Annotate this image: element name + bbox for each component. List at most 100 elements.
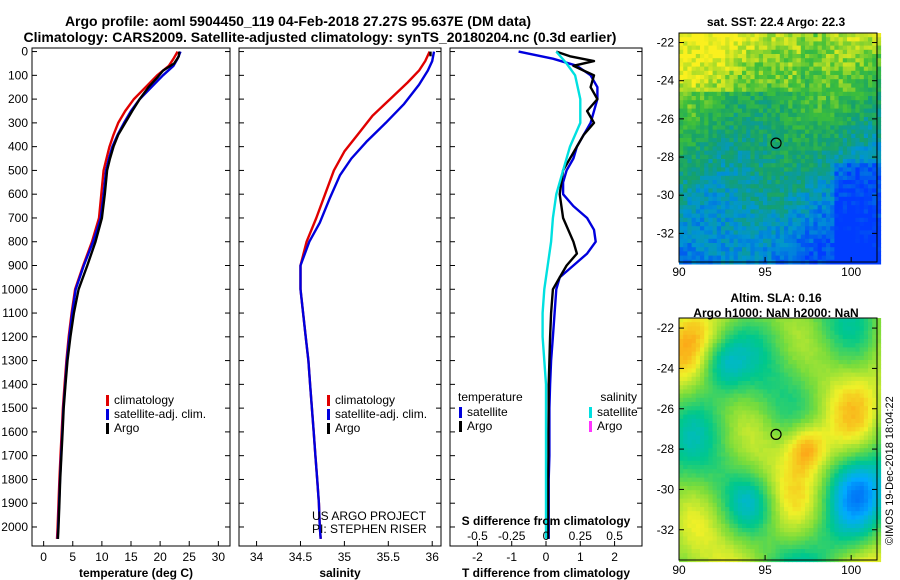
map-sla-pixel: [737, 393, 743, 399]
map-sla-pixel: [746, 397, 751, 403]
map-sla-pixel: [771, 347, 777, 353]
map-sst-pixel: [725, 83, 730, 89]
map-sla-pixel: [763, 347, 768, 353]
map-sla-pixel: [872, 490, 877, 495]
map-sst-pixel: [708, 117, 714, 122]
map-sla-pixel: [847, 423, 852, 428]
map-sla-pixel: [775, 339, 781, 344]
map-sst-pixel: [788, 96, 793, 101]
map-sla-pixel: [784, 410, 789, 416]
map-sla-pixel: [830, 318, 835, 323]
map-sst-pixel: [876, 247, 882, 252]
map-sla-pixel: [830, 381, 835, 386]
map-sst-pixel: [796, 87, 802, 93]
map-sst-pixel: [821, 33, 827, 38]
map-sst-pixel: [729, 62, 735, 68]
map-sst-pixel: [712, 37, 718, 42]
map-sst-pixel: [784, 209, 789, 215]
map-sla-pixel: [800, 389, 806, 395]
map-sla-pixel: [746, 406, 751, 411]
map-sla-pixel: [859, 423, 865, 428]
map-sla-pixel: [821, 452, 827, 458]
map-sst-pixel: [729, 184, 735, 189]
map-sst-pixel: [809, 41, 814, 47]
map-sst-pixel: [796, 243, 802, 248]
map-sst-pixel: [800, 222, 806, 227]
map-sst-pixel: [721, 45, 726, 51]
map-sla-pixel: [868, 343, 873, 348]
map-sst-pixel: [872, 222, 877, 227]
map-sla-pixel: [826, 322, 831, 327]
map-sst-pixel: [708, 175, 714, 181]
map-sla-pixel: [800, 322, 806, 327]
map-sst-pixel: [771, 196, 777, 202]
map-sst-pixel: [779, 142, 785, 147]
map-sla-pixel: [826, 494, 831, 500]
map-sla-pixel: [779, 473, 785, 479]
map-sst-pixel: [872, 150, 877, 156]
map-sst-pixel: [834, 180, 840, 185]
map-sla-pixel: [788, 481, 793, 487]
map-sst-pixel: [842, 142, 848, 147]
map-sst-pixel: [817, 138, 823, 143]
map-sst-pixel: [872, 251, 877, 257]
map-sst-pixel: [708, 45, 714, 51]
map-sla-pixel: [830, 393, 835, 399]
map-sla-pixel: [771, 393, 777, 399]
map-sla-pixel: [708, 452, 714, 458]
map-sst-pixel: [683, 230, 688, 236]
map-sla-pixel: [796, 423, 802, 428]
map-sst-pixel: [779, 125, 785, 131]
map-sla-pixel: [847, 418, 852, 424]
map-sst-pixel: [767, 167, 772, 173]
map-sla-pixel: [708, 326, 714, 332]
map-sla-pixel: [847, 414, 852, 420]
map-sla-pixel: [746, 477, 751, 483]
map-sst-pixel: [788, 159, 793, 164]
map-sla-pixel: [767, 490, 772, 495]
map-sst-pixel: [754, 184, 760, 189]
map-sla-pixel: [805, 397, 810, 403]
map-sla-pixel: [792, 351, 798, 357]
map-sst-pixel: [779, 79, 785, 84]
map-sst-pixel: [842, 91, 848, 97]
map-sst-pixel: [859, 83, 865, 89]
map-sst-pixel: [695, 180, 701, 185]
map-sla-pixel: [847, 334, 852, 340]
map-sst-pixel: [817, 117, 823, 122]
map-sst-pixel: [863, 125, 869, 131]
map-sst-pixel: [733, 70, 739, 76]
map-sst-pixel: [683, 146, 688, 152]
map-sla-pixel: [868, 465, 873, 470]
map-sla-pixel: [872, 410, 877, 416]
map-sst-pixel: [788, 108, 793, 114]
map-sla-pixel: [838, 481, 844, 487]
map-sst-pixel: [750, 251, 756, 257]
map-sla-pixel: [805, 360, 810, 365]
map-sst-pixel: [771, 75, 777, 80]
map-sla-pixel: [788, 406, 793, 411]
salinity-legend-swatch: [327, 395, 330, 406]
map-sla-pixel: [708, 368, 714, 374]
map-sst-pixel: [683, 100, 688, 105]
map-sla-pixel: [767, 406, 772, 411]
map-sst-pixel: [704, 96, 709, 101]
map-sla-pixel: [763, 326, 768, 332]
map-sla-pixel: [725, 494, 730, 500]
map-sst-pixel: [712, 226, 718, 231]
map-sst-pixel: [683, 167, 688, 173]
map-sla-pixel: [725, 498, 730, 504]
map-sla-pixel: [876, 389, 882, 395]
map-sla-pixel: [750, 486, 756, 491]
map-sst-pixel: [863, 222, 869, 227]
map-sla-pixel: [800, 343, 806, 348]
map-sst-pixel: [792, 247, 798, 252]
map-sst-pixel: [712, 167, 718, 173]
map-sst-pixel: [700, 247, 705, 252]
map-sst-pixel: [704, 196, 709, 202]
map-sst-pixel: [805, 87, 810, 93]
map-sst-pixel: [838, 142, 844, 147]
map-sla-pixel: [746, 355, 751, 361]
map-sla-pixel: [792, 381, 798, 386]
map-sst-pixel: [779, 58, 785, 63]
